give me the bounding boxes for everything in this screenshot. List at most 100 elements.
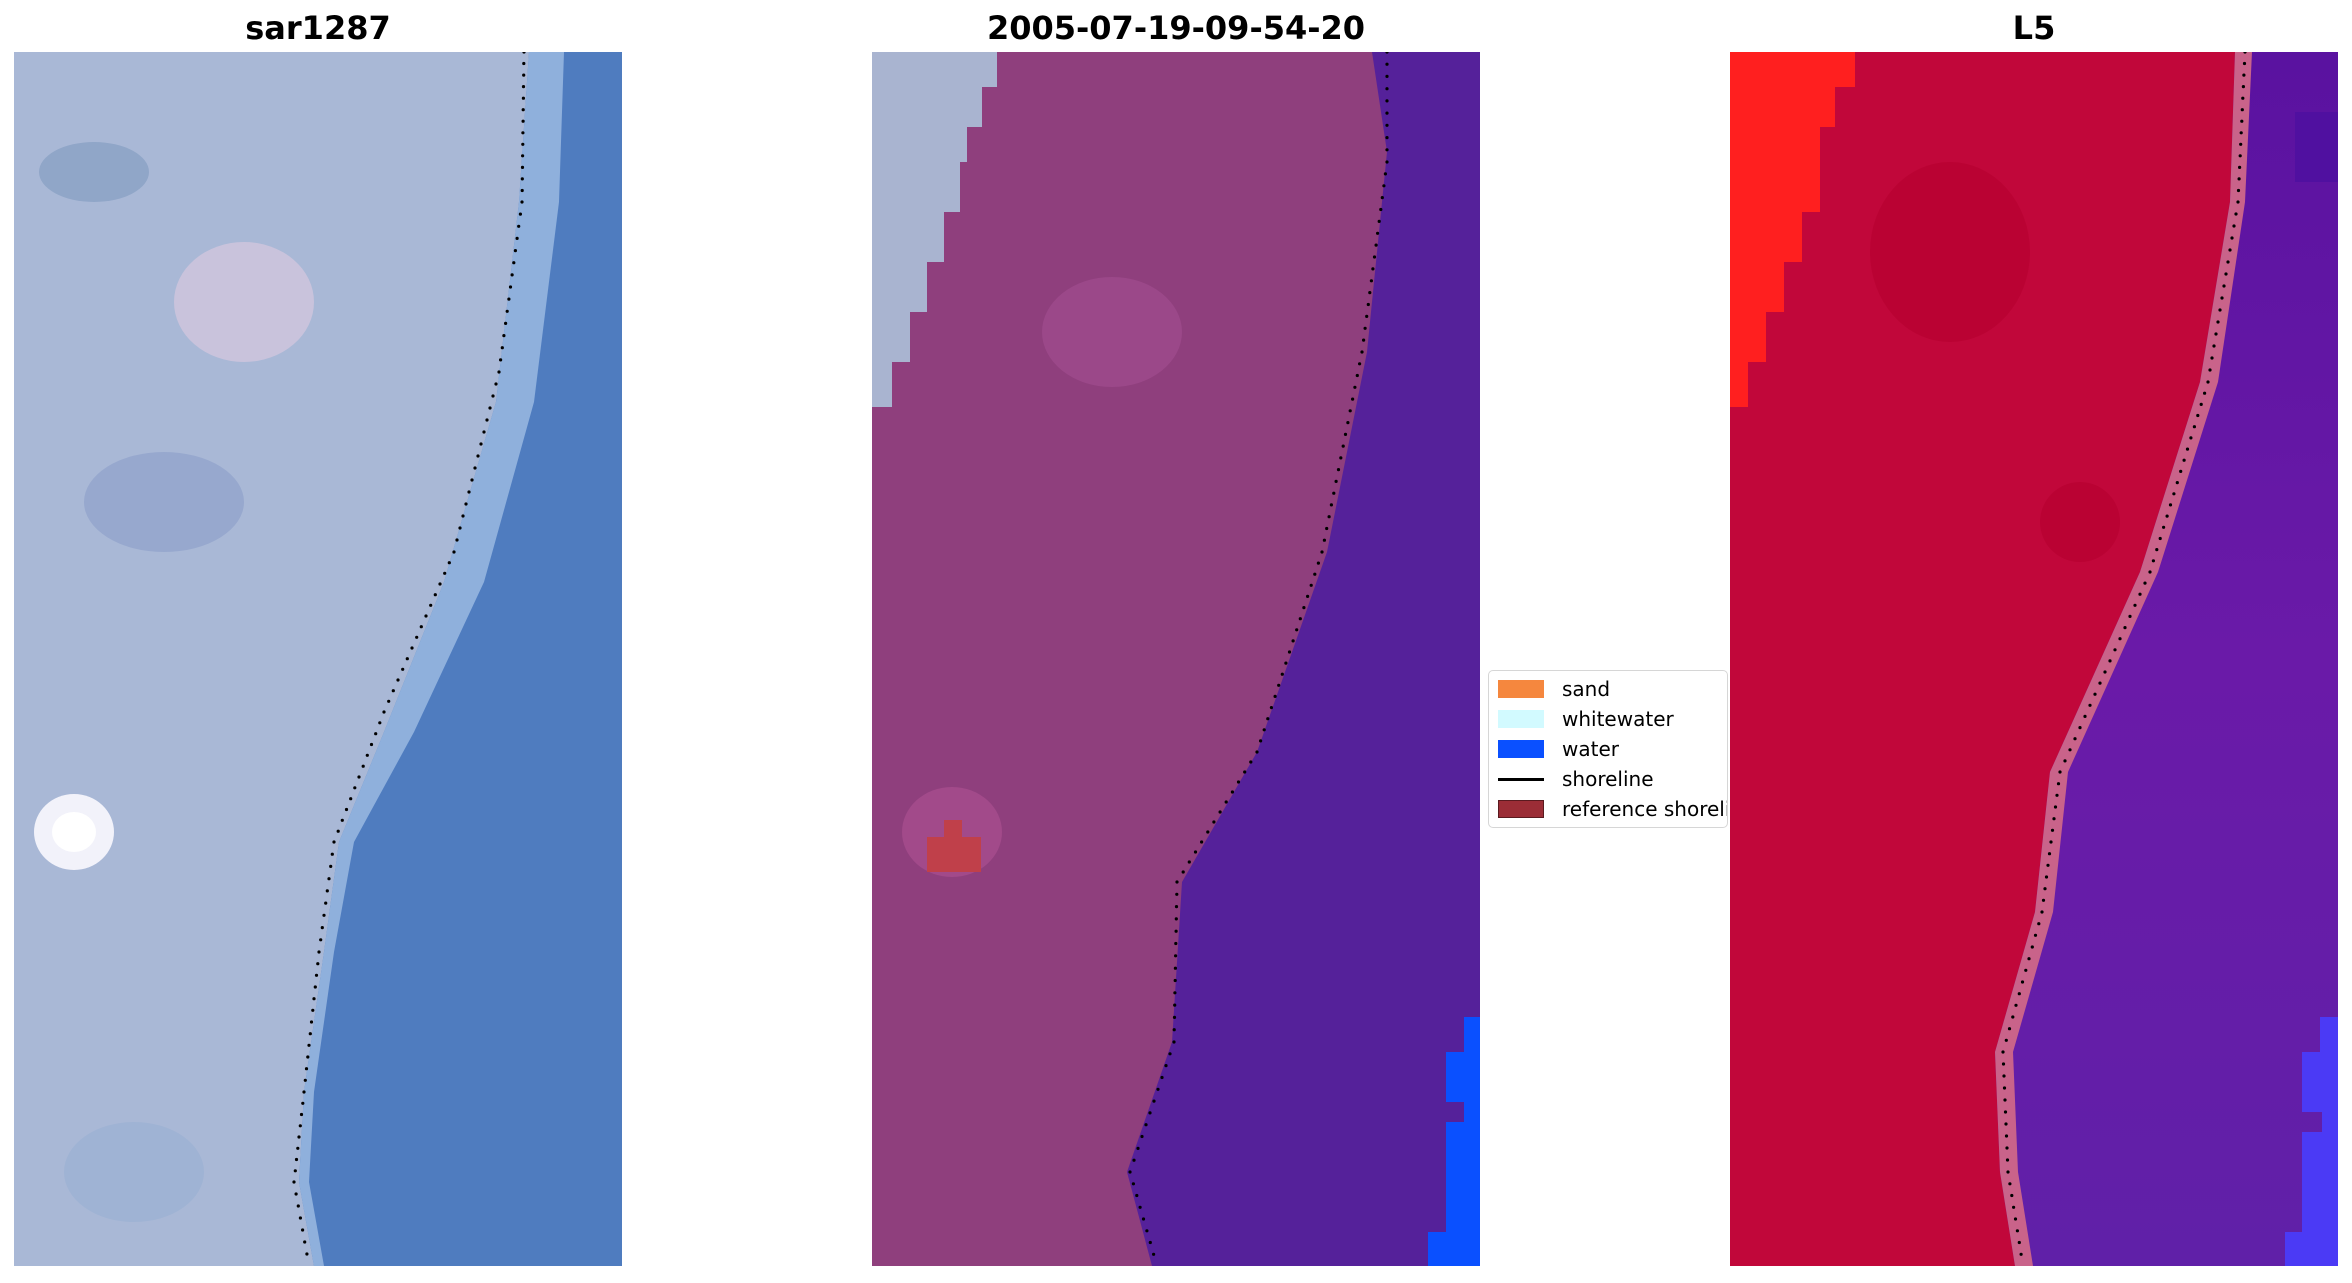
shoreline-dot (522, 61, 526, 66)
shoreline-dot (2128, 614, 2132, 619)
shoreline-dot (470, 478, 474, 482)
shoreline-dot (1172, 1040, 1176, 1044)
shoreline-dot (461, 514, 465, 518)
shoreline-dot (329, 864, 333, 869)
shoreline-dot (1329, 503, 1333, 507)
legend-item-water: water (1498, 734, 1619, 764)
shoreline-dot (293, 1169, 297, 1173)
shoreline-dot (1181, 870, 1185, 874)
shoreline-dot (1383, 172, 1387, 176)
shoreline-dot (1379, 207, 1383, 212)
shoreline-dot (520, 177, 524, 181)
shoreline-dot (512, 261, 516, 265)
shoreline-dot (2030, 945, 2034, 949)
shoreline-dot (2242, 73, 2246, 77)
shoreline-dot (298, 1216, 302, 1220)
legend-item-shoreline: shoreline (1498, 764, 1654, 794)
shoreline-dot (2214, 332, 2218, 336)
shoreline-dot (1145, 1229, 1149, 1233)
shoreline-dot (488, 406, 492, 410)
shoreline-dot (1362, 338, 1366, 342)
shoreline-dot (522, 52, 526, 54)
shoreline-dot (1351, 397, 1355, 401)
shoreline-dot (2162, 525, 2166, 529)
shoreline-dot (365, 753, 369, 757)
shoreline-dot (369, 742, 374, 747)
shoreline-dot (2006, 1170, 2010, 1174)
shoreline-dot (2155, 548, 2159, 552)
shoreline-dot (2003, 1110, 2008, 1114)
shoreline-dot (311, 1008, 315, 1012)
shoreline-dot (1224, 800, 1228, 804)
shoreline-dot (301, 1101, 305, 1105)
shoreline-dot (521, 96, 525, 100)
shoreline-dot (443, 571, 447, 575)
classified-image-panel (872, 52, 1480, 1266)
shoreline-dot (1193, 850, 1198, 854)
shoreline-dot (2239, 131, 2243, 135)
shoreline-dot (1343, 432, 1348, 436)
shoreline-dot (303, 1240, 307, 1244)
shoreline-dot (1341, 444, 1345, 448)
shoreline-dot (2052, 817, 2056, 821)
shoreline-dot (2058, 770, 2062, 774)
shoreline-dot (325, 889, 329, 893)
shoreline-dot (1348, 409, 1352, 413)
shoreline-dot (2046, 863, 2050, 867)
shoreline-dot (1160, 1075, 1164, 1080)
shoreline-dot (297, 1135, 301, 1139)
shoreline-dot (401, 667, 405, 671)
shoreline-dot (2063, 759, 2067, 763)
shoreline-dot (313, 985, 317, 989)
shoreline-dot (1152, 1252, 1156, 1256)
legend: sand whitewater water shoreline referenc… (1488, 670, 1728, 828)
shoreline-dot (1385, 136, 1389, 140)
shoreline-dot (2103, 670, 2107, 674)
shoreline-dot (1385, 87, 1389, 91)
shoreline-dot (2179, 469, 2183, 473)
shoreline-dot (1316, 561, 1320, 565)
legend-label-whitewater: whitewater (1562, 707, 1674, 731)
rgb-image (14, 52, 622, 1266)
shoreline-dot (2151, 559, 2155, 563)
shoreline-dot (332, 840, 336, 844)
shoreline-dot (2232, 224, 2236, 228)
shoreline-dot (1174, 929, 1178, 933)
shoreline-dot (1332, 491, 1336, 495)
shoreline-dot (391, 689, 395, 693)
shoreline-dot (1313, 572, 1317, 576)
shoreline-dot (521, 119, 525, 123)
shoreline-dot (494, 382, 498, 386)
shoreline-dots (292, 52, 526, 1256)
shoreline-dot (1363, 326, 1367, 330)
shoreline-dot (1377, 219, 1381, 223)
shoreline-dot (378, 721, 382, 725)
shoreline-dot (405, 657, 409, 661)
shoreline-dot (303, 1078, 307, 1082)
rgb-image-panel (14, 52, 622, 1266)
shoreline-dot (1385, 99, 1389, 103)
shoreline-dot (2148, 570, 2152, 574)
shoreline-dot (1385, 111, 1389, 115)
shoreline-dot (2047, 852, 2052, 856)
shoreline-dot (344, 807, 349, 812)
shoreline-dot (2040, 910, 2044, 914)
shoreline-dot (2020, 980, 2025, 984)
shoreline-dot (306, 1055, 310, 1059)
shoreline-dot (2234, 212, 2238, 216)
shoreline-dots (2001, 52, 2247, 1256)
shoreline-dot (294, 1192, 298, 1196)
shoreline-dot (2108, 659, 2112, 663)
shoreline-dot (1369, 279, 1373, 283)
shoreline-dot (2133, 603, 2137, 607)
shoreline-dot (1243, 770, 1247, 774)
shoreline-dot (1385, 160, 1389, 164)
shoreline-dot (296, 1146, 300, 1150)
legend-label-shoreline: shoreline (1562, 767, 1654, 791)
shoreline-dot (1336, 468, 1341, 472)
shoreline-dot (1148, 1111, 1152, 1115)
shoreline-dot (1175, 880, 1179, 884)
shoreline-dot (1174, 941, 1178, 946)
shoreline-dot (2118, 637, 2122, 641)
shoreline-dot (497, 370, 501, 374)
